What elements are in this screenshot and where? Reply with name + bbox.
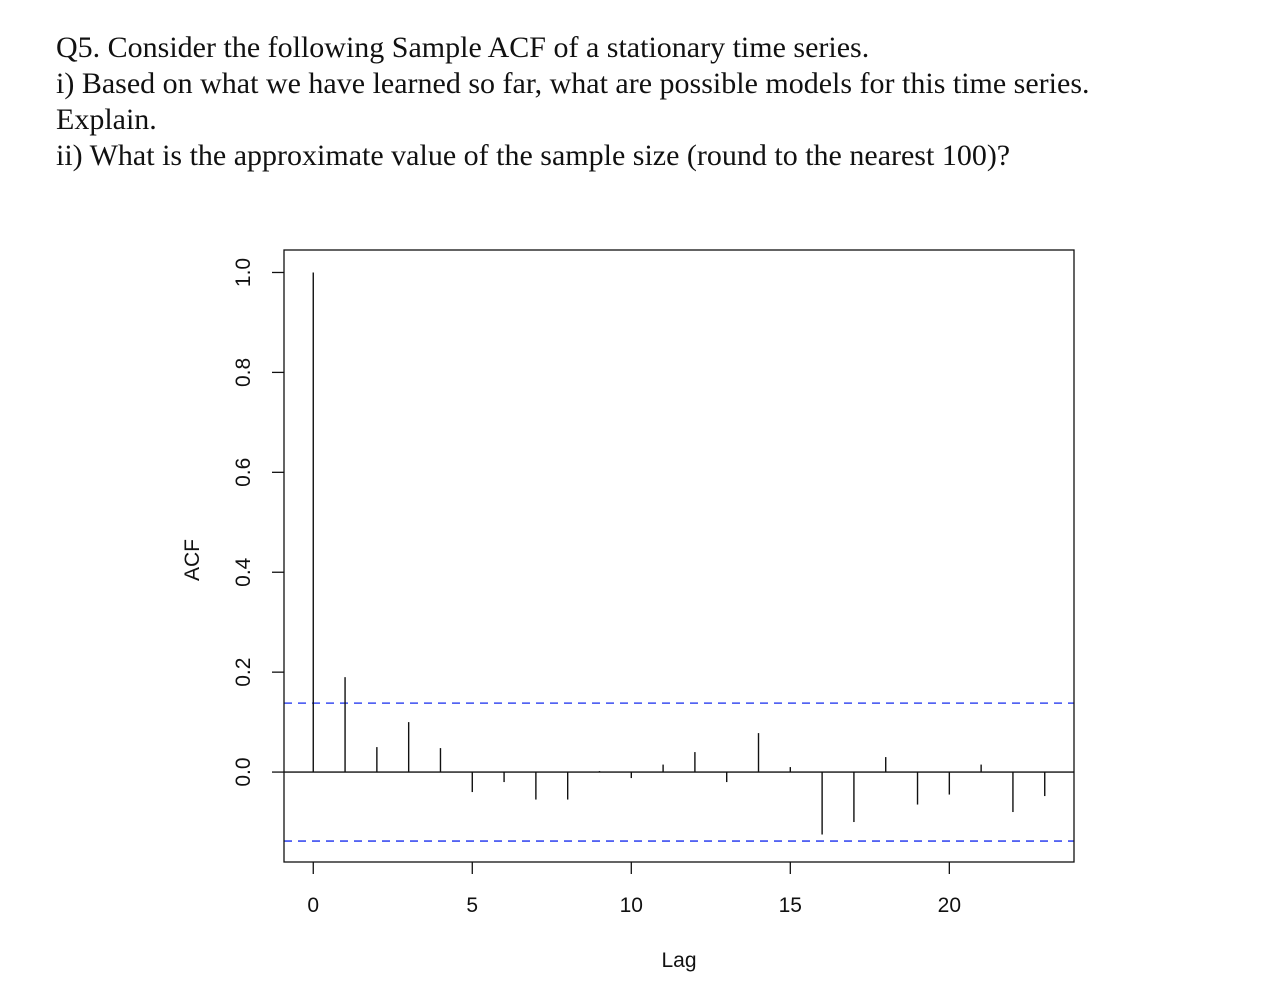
x-axis: 0 5 10 15 20 [307, 862, 961, 917]
x-tick-label-10: 10 [620, 894, 643, 917]
y-axis: 0.0 0.2 0.4 0.6 0.8 1.0 [232, 258, 284, 787]
x-tick-label-5: 5 [466, 894, 478, 917]
acf-bars [312, 272, 1046, 835]
y-tick-label-2: 0.4 [232, 557, 255, 587]
y-tick-label-3: 0.6 [232, 458, 255, 487]
question-line-3: Explain. [56, 103, 157, 136]
confidence-bounds [284, 702, 1074, 842]
y-axis-label: ACF [181, 539, 204, 581]
x-tick-label-15: 15 [779, 894, 802, 917]
y-tick-label-4: 0.8 [232, 358, 255, 387]
plot-frame [283, 249, 1075, 863]
y-tick-label-0: 0.0 [232, 757, 255, 786]
x-tick-label-20: 20 [938, 894, 961, 917]
x-axis-label: Lag [661, 949, 696, 972]
x-tick-label-0: 0 [307, 894, 319, 917]
question-line-2: i) Based on what we have learned so far,… [56, 67, 1090, 100]
question-line-1: Q5. Consider the following Sample ACF of… [56, 31, 870, 64]
question-line-4: ii) What is the approximate value of the… [56, 139, 1011, 172]
y-tick-label-5: 1.0 [232, 258, 255, 287]
question-text: Q5. Consider the following Sample ACF of… [56, 30, 1246, 174]
y-tick-label-1: 0.2 [232, 658, 255, 687]
